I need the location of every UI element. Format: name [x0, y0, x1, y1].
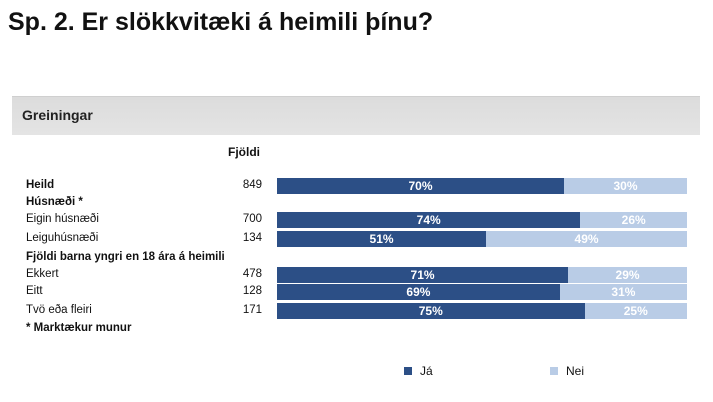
stacked-bar: 70% 30% — [277, 178, 687, 194]
bar-segment-ja: 70% — [277, 178, 564, 194]
row-count: 478 — [242, 268, 262, 280]
group-header-row: Húsnæði * — [0, 195, 713, 213]
data-label-nei: 26% — [621, 213, 646, 227]
stacked-bar: 51% 49% — [277, 231, 687, 247]
row-count: 849 — [242, 179, 262, 191]
row-label: Eitt — [26, 285, 43, 297]
row-count: 128 — [242, 285, 262, 297]
data-label-nei: 29% — [615, 268, 640, 282]
legend-label-ja: Já — [420, 364, 433, 378]
data-label-nei: 25% — [623, 304, 648, 318]
legend-item-ja: Já — [404, 364, 433, 378]
row-label: Ekkert — [26, 268, 59, 280]
bar-segment-nei: 30% — [564, 178, 687, 194]
data-row: Eitt 128 69% 31% — [0, 284, 713, 302]
footnote-row: * Marktækur munur — [0, 321, 713, 339]
data-label-ja: 71% — [410, 268, 435, 282]
group-header-label: Húsnæði * — [26, 196, 83, 208]
data-row: Heild 849 70% 30% — [0, 178, 713, 196]
stacked-bar: 74% 26% — [277, 212, 687, 228]
footnote: * Marktækur munur — [26, 322, 132, 334]
bar-segment-nei: 31% — [559, 284, 687, 300]
legend-item-nei: Nei — [550, 364, 584, 378]
bar-segment-ja: 71% — [277, 267, 569, 283]
bar-segment-nei: 49% — [486, 231, 687, 247]
stacked-bar: 75% 25% — [277, 303, 687, 319]
data-label-ja: 75% — [418, 304, 443, 318]
row-count: 134 — [242, 232, 262, 244]
data-label-ja: 51% — [369, 232, 394, 246]
bar-segment-nei: 25% — [584, 303, 687, 319]
row-label: Heild — [26, 179, 55, 191]
count-column-header: Fjöldi — [228, 145, 260, 159]
data-label-nei: 31% — [611, 285, 636, 299]
data-row: Eigin húsnæði 700 74% 26% — [0, 212, 713, 230]
data-row: Leiguhúsnæði 134 51% 49% — [0, 231, 713, 249]
row-count: 700 — [242, 213, 262, 225]
data-row: Tvö eða fleiri 171 75% 25% — [0, 303, 713, 321]
data-row: Ekkert 478 71% 29% — [0, 267, 713, 285]
data-label-nei: 30% — [613, 179, 638, 193]
group-header-row: Fjöldi barna yngri en 18 ára á heimili — [0, 250, 713, 268]
data-label-ja: 69% — [406, 285, 431, 299]
legend-swatch-nei — [550, 367, 558, 375]
bar-segment-ja: 74% — [277, 212, 581, 228]
stacked-bar: 69% 31% — [277, 284, 687, 300]
section-header-band: Greiningar — [12, 96, 700, 135]
group-header-label: Fjöldi barna yngri en 18 ára á heimili — [26, 251, 225, 263]
data-label-ja: 70% — [408, 179, 433, 193]
data-label-nei: 49% — [574, 232, 599, 246]
bar-segment-nei: 26% — [580, 212, 687, 228]
stacked-bar: 71% 29% — [277, 267, 687, 283]
chart-title: Sp. 2. Er slökkvitæki á heimili þínu? — [8, 8, 434, 36]
section-header-label: Greiningar — [22, 107, 93, 123]
row-count: 171 — [242, 304, 262, 316]
row-label: Leiguhúsnæði — [26, 232, 99, 244]
legend-label-nei: Nei — [566, 364, 585, 378]
row-label: Tvö eða fleiri — [26, 304, 92, 316]
legend-swatch-ja — [404, 367, 412, 375]
bar-segment-ja: 69% — [277, 284, 560, 300]
data-label-ja: 74% — [416, 213, 441, 227]
bar-segment-ja: 51% — [277, 231, 487, 247]
row-label: Eigin húsnæði — [26, 213, 99, 225]
bar-segment-nei: 29% — [568, 267, 687, 283]
bar-segment-ja: 75% — [277, 303, 585, 319]
